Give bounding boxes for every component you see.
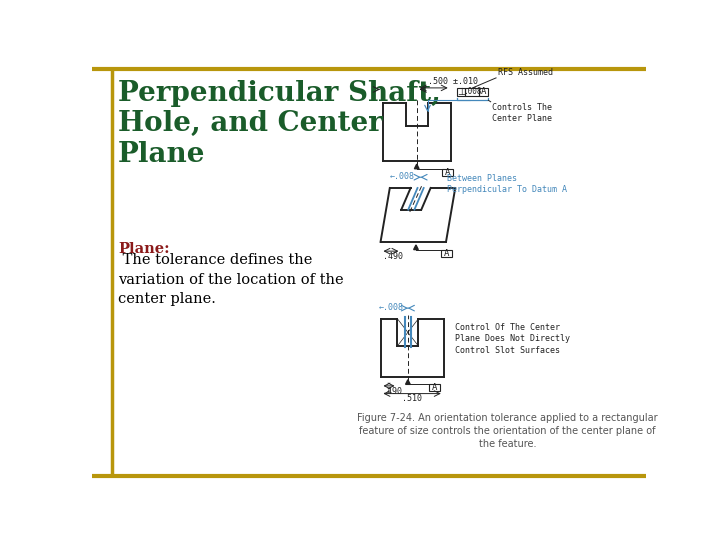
Text: .490: .490 — [382, 387, 402, 396]
Text: .008: .008 — [463, 87, 482, 96]
Bar — [479, 88, 488, 96]
Text: A: A — [444, 248, 449, 258]
Text: Figure 7-24. An orientation tolerance applied to a rectangular
feature of size c: Figure 7-24. An orientation tolerance ap… — [357, 413, 658, 449]
Text: A: A — [432, 383, 438, 393]
Text: ⊥: ⊥ — [456, 87, 465, 97]
Polygon shape — [415, 164, 419, 168]
Text: ←.008: ←.008 — [378, 303, 403, 312]
Text: A: A — [445, 168, 450, 177]
Text: .510: .510 — [402, 394, 422, 403]
Bar — [429, 384, 440, 391]
Text: Plane:: Plane: — [118, 242, 170, 256]
Text: Between Planes
Perpendicular To Datum A: Between Planes Perpendicular To Datum A — [447, 174, 567, 194]
Text: RFS Assumed: RFS Assumed — [498, 68, 552, 77]
Text: Controls The
Center Plane: Controls The Center Plane — [492, 103, 552, 124]
Bar — [465, 88, 479, 96]
Text: ←.008: ←.008 — [390, 172, 415, 181]
Text: Control Of The Center
Plane Does Not Directly
Control Slot Surfaces: Control Of The Center Plane Does Not Dir… — [455, 323, 570, 355]
Text: .500 ±.010: .500 ±.010 — [428, 77, 478, 86]
Text: A: A — [481, 87, 487, 96]
Bar — [456, 88, 465, 96]
Text: The tolerance defines the
variation of the location of the
center plane.: The tolerance defines the variation of t… — [118, 253, 343, 306]
Text: Perpendicular Shaft,
Hole, and Center
Plane: Perpendicular Shaft, Hole, and Center Pl… — [118, 80, 441, 167]
Text: .490: .490 — [383, 252, 403, 261]
Polygon shape — [414, 245, 418, 249]
Bar — [441, 249, 452, 256]
Bar — [442, 168, 453, 176]
Polygon shape — [405, 380, 410, 384]
